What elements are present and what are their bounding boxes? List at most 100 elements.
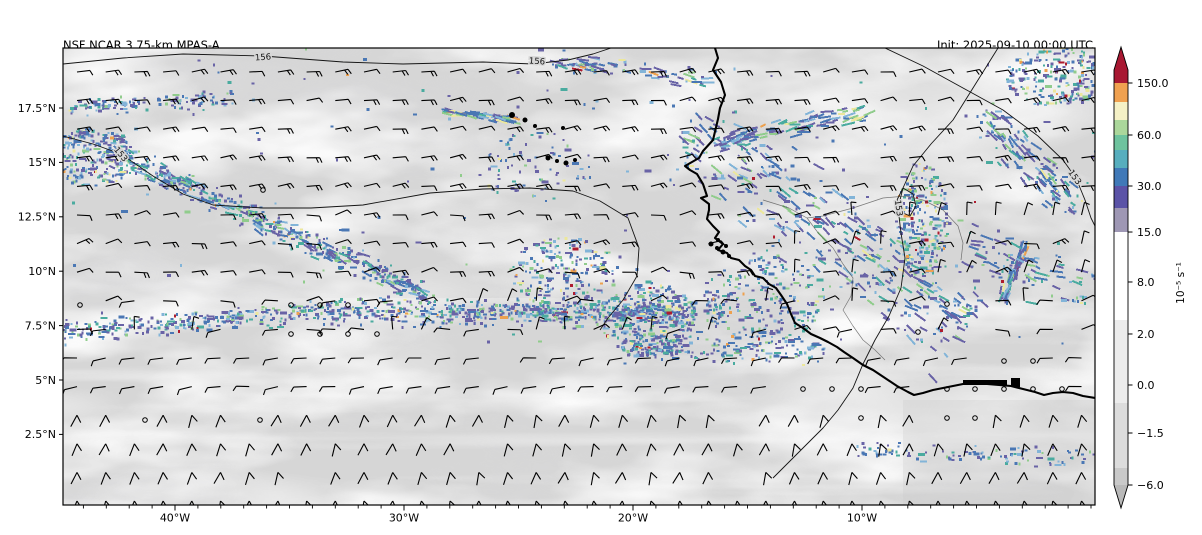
wind-barb (434, 357, 451, 366)
wind-barb (191, 269, 209, 276)
wind-barb (1036, 328, 1053, 335)
wind-barb (420, 317, 432, 330)
wind-barb (992, 414, 1002, 429)
calm-wind-circle (915, 329, 921, 335)
wind-barb (650, 99, 667, 106)
wind-barb (590, 443, 600, 457)
wind-barb (186, 472, 198, 485)
wind-barb (129, 443, 140, 457)
island (555, 159, 559, 163)
wind-barb (737, 270, 754, 276)
wind-barb (134, 271, 150, 279)
wind-barb (778, 357, 795, 363)
height-contour-layer (63, 48, 1095, 479)
wind-barb (593, 323, 610, 330)
wind-barb (157, 472, 168, 485)
y-tick-label: 7.5°N (25, 319, 56, 332)
wind-barb (750, 357, 766, 367)
wind-barb (966, 230, 976, 244)
wind-barb (880, 71, 897, 78)
wind-barb (133, 315, 140, 330)
wind-barb (737, 70, 754, 77)
wind-barb (721, 386, 738, 393)
wind-barb (536, 214, 552, 221)
wind-barb (191, 316, 200, 330)
wind-barb (507, 154, 524, 161)
wind-barb (966, 126, 984, 132)
wind-barb (220, 127, 237, 134)
wind-barb (679, 182, 697, 188)
wind-barb (846, 443, 857, 457)
wind-barb (191, 155, 209, 162)
wind-barb (650, 182, 668, 189)
wind-barb (445, 414, 456, 428)
wind-barb (732, 443, 743, 457)
wind-barb (392, 99, 409, 106)
island (715, 246, 719, 250)
wind-barb (758, 443, 770, 456)
wind-barb (421, 70, 438, 77)
wind-barb (105, 126, 123, 132)
wind-barb (163, 212, 180, 218)
wind-barb (823, 210, 840, 216)
wind-barb (807, 357, 824, 365)
wind-barb (118, 300, 135, 308)
wind-barb (851, 287, 859, 301)
wind-barb (793, 230, 801, 244)
wind-barb (220, 184, 237, 191)
wind-barb (204, 357, 221, 364)
height-contour (772, 48, 999, 479)
wind-barb (134, 155, 151, 162)
wind-barb (1077, 500, 1088, 505)
wind-barb (995, 299, 1012, 306)
wind-barb (217, 500, 227, 505)
wind-barb (1024, 126, 1041, 133)
height-contour (63, 48, 612, 65)
wind-barb (446, 472, 456, 486)
colorbar-segment (1114, 232, 1128, 321)
wind-barb (577, 386, 594, 393)
wind-barb (650, 315, 658, 330)
wind-barb (593, 97, 611, 104)
wind-barb (328, 414, 340, 427)
wind-barb (101, 500, 112, 505)
wind-barb (306, 184, 323, 191)
wind-barb (589, 414, 600, 428)
wind-barb (1048, 414, 1059, 428)
wind-barb (105, 155, 123, 162)
wind-barb (557, 472, 569, 484)
calm-wind-circle (1059, 386, 1065, 392)
wind-barb (306, 296, 324, 302)
wind-barb (478, 156, 495, 163)
wind-barb (909, 98, 926, 105)
wind-barb (163, 300, 179, 307)
wind-barb (794, 210, 812, 216)
y-tick-label: 15°N (28, 156, 56, 169)
calm-wind-circle (260, 187, 266, 193)
wind-barb (737, 98, 754, 105)
wind-barb (564, 213, 582, 220)
wind-barb (576, 298, 594, 304)
wind-barb (673, 443, 685, 456)
wind-barb (216, 443, 227, 457)
wind-barb (835, 357, 852, 364)
wind-barb (220, 300, 236, 308)
wind-barb (851, 125, 869, 132)
wind-barb (622, 69, 639, 76)
wind-barb (990, 443, 1001, 457)
calm-wind-circle (944, 386, 950, 392)
wind-barb (507, 96, 525, 102)
wind-barb (1052, 126, 1070, 133)
wind-barb (822, 238, 840, 245)
wind-barb (606, 386, 623, 393)
wind-barb (765, 127, 782, 134)
wind-barb (893, 386, 910, 394)
wind-barb (261, 299, 278, 305)
calm-wind-circle (317, 302, 323, 308)
wind-barb (476, 472, 486, 486)
wind-barb (99, 414, 111, 427)
wind-barb (478, 68, 496, 74)
wind-barb (105, 295, 123, 302)
wind-barb (405, 386, 422, 394)
